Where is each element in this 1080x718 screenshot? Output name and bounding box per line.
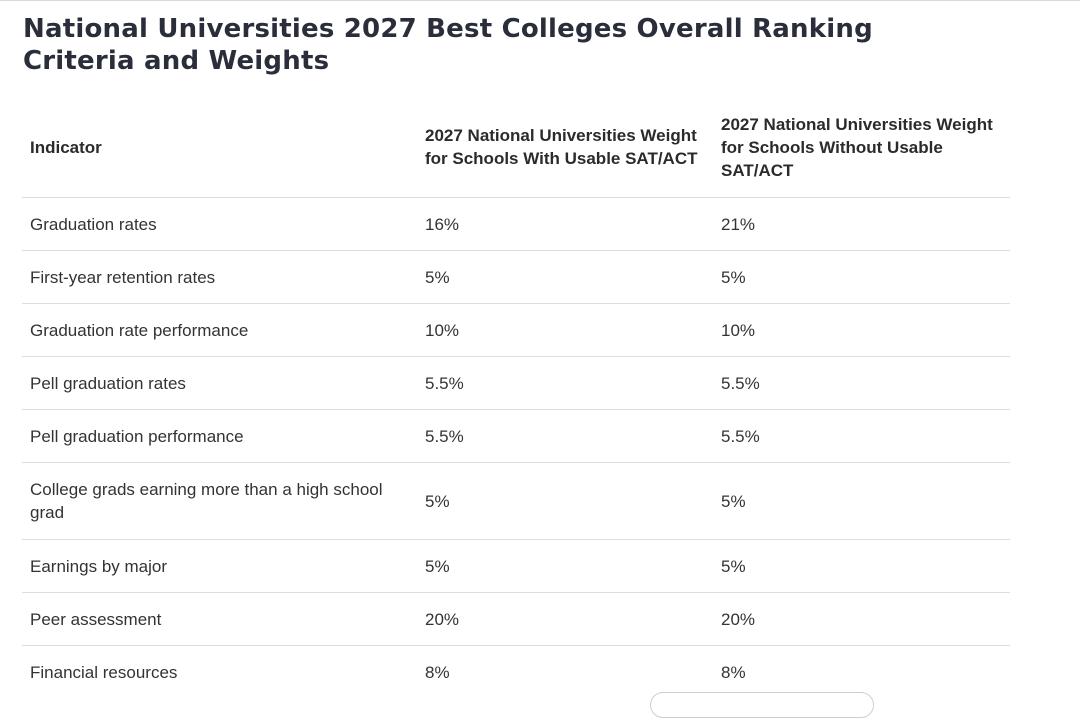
ranking-criteria-table: Indicator 2027 National Universities Wei… <box>22 97 1010 698</box>
table-row: Pell graduation performance 5.5% 5.5% <box>22 409 1010 463</box>
indicator-cell: Pell graduation performance <box>22 409 416 463</box>
indicator-cell: Pell graduation rates <box>22 356 416 410</box>
weight-with-sat-act-cell: 5.5% <box>416 356 712 410</box>
table-row: Peer assessment 20% 20% <box>22 592 1010 646</box>
table-row: Earnings by major 5% 5% <box>22 539 1010 593</box>
weight-without-sat-act-cell: 8% <box>721 662 746 682</box>
indicator-cell: College grads earning more than a high s… <box>22 462 416 540</box>
page-title: National Universities 2027 Best Colleges… <box>23 14 873 76</box>
weight-without-sat-act-cell: 5% <box>712 250 1010 304</box>
table-row: Graduation rates 16% 21% <box>22 197 1010 251</box>
table-row: Graduation rate performance 10% 10% <box>22 303 1010 357</box>
indicator-cell: Financial resources <box>30 662 178 682</box>
top-divider <box>0 0 1080 1</box>
floating-pill-button[interactable] <box>650 692 874 718</box>
column-header-with-sat-act: 2027 National Universities Weight for Sc… <box>416 97 712 198</box>
weight-with-sat-act-cell: 8% <box>425 662 450 682</box>
indicator-cell: Graduation rate performance <box>22 303 416 357</box>
weight-with-sat-act-cell: 5% <box>416 462 712 540</box>
table-header-row: Indicator 2027 National Universities Wei… <box>22 97 1010 198</box>
weight-without-sat-act-cell: 5% <box>712 539 1010 593</box>
indicator-cell: Graduation rates <box>22 197 416 251</box>
indicator-cell: Earnings by major <box>22 539 416 593</box>
weight-without-sat-act-cell: 5.5% <box>712 409 1010 463</box>
weight-with-sat-act-cell: 20% <box>416 592 712 646</box>
indicator-cell: Peer assessment <box>22 592 416 646</box>
weight-without-sat-act-cell: 21% <box>712 197 1010 251</box>
weight-with-sat-act-cell: 5% <box>416 250 712 304</box>
weight-with-sat-act-cell: 5% <box>416 539 712 593</box>
weight-with-sat-act-cell: 10% <box>416 303 712 357</box>
weight-without-sat-act-cell: 5% <box>712 462 1010 540</box>
table-row: Financial resources 8% 8% <box>22 646 1010 699</box>
table-row: College grads earning more than a high s… <box>22 462 1010 540</box>
indicator-cell: First-year retention rates <box>22 250 416 304</box>
weight-without-sat-act-cell: 20% <box>712 592 1010 646</box>
weight-with-sat-act-cell: 16% <box>416 197 712 251</box>
weight-without-sat-act-cell: 10% <box>712 303 1010 357</box>
column-header-without-sat-act: 2027 National Universities Weight for Sc… <box>712 97 1010 198</box>
table-row: First-year retention rates 5% 5% <box>22 250 1010 304</box>
weight-without-sat-act-cell: 5.5% <box>712 356 1010 410</box>
column-header-indicator: Indicator <box>22 97 416 198</box>
table-row: Pell graduation rates 5.5% 5.5% <box>22 356 1010 410</box>
weight-with-sat-act-cell: 5.5% <box>416 409 712 463</box>
